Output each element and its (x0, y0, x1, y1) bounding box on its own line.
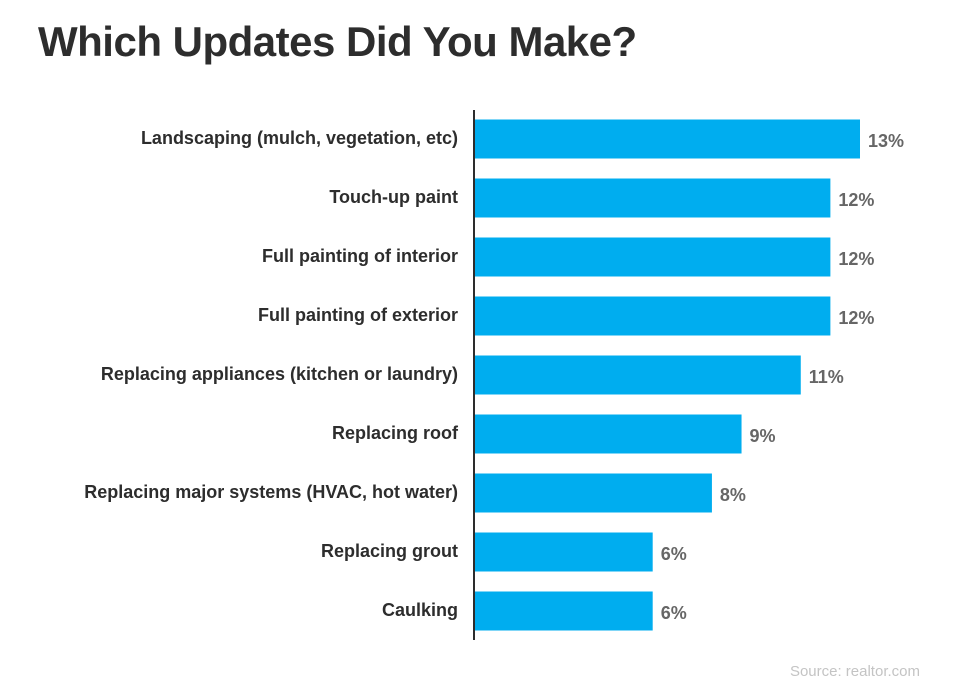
bar-replacing-roof (475, 414, 742, 454)
value-label-full-painting-of-exterior: 12% (838, 308, 874, 328)
value-label-caulking: 6% (661, 603, 687, 623)
value-label-replacing-grout: 6% (661, 544, 687, 564)
category-label-caulking: Caulking (382, 600, 458, 620)
value-label-full-painting-of-interior: 12% (838, 249, 874, 269)
value-label-replacing-roof: 9% (750, 426, 776, 446)
bar-touch-up-paint (475, 178, 831, 218)
bar-replacing-appliances-kitchen-or-laundry (475, 355, 801, 395)
category-label-full-painting-of-exterior: Full painting of exterior (258, 305, 458, 325)
value-label-replacing-appliances-kitchen-or-laundry: 11% (809, 367, 844, 387)
bar-replacing-major-systems-hvac-hot-water (475, 473, 712, 513)
category-label-touch-up-paint: Touch-up paint (329, 187, 458, 207)
category-label-replacing-appliances-kitchen-or-laundry: Replacing appliances (kitchen or laundry… (101, 364, 458, 384)
bar-replacing-grout (475, 532, 653, 572)
category-label-full-painting-of-interior: Full painting of interior (262, 246, 458, 266)
bar-landscaping-mulch-vegetation-etc (475, 119, 860, 159)
bar-full-painting-of-interior (475, 237, 831, 277)
category-label-landscaping-mulch-vegetation-etc: Landscaping (mulch, vegetation, etc) (141, 128, 458, 148)
bars-layer: Landscaping (mulch, vegetation, etc) 13% T… (84, 119, 904, 631)
category-label-replacing-roof: Replacing roof (332, 423, 459, 443)
category-label-replacing-major-systems-hvac-hot-water: Replacing major systems (HVAC, hot water… (84, 482, 458, 502)
value-label-landscaping-mulch-vegetation-etc: 13% (868, 131, 904, 151)
value-label-replacing-major-systems-hvac-hot-water: 8% (720, 485, 746, 505)
value-label-touch-up-paint: 12% (838, 190, 874, 210)
category-label-replacing-grout: Replacing grout (321, 541, 458, 561)
bar-caulking (475, 591, 653, 631)
bar-full-painting-of-exterior (475, 296, 831, 336)
source-note: Source: realtor.com (789, 663, 920, 680)
chart-title: Which Updates Did You Make? (38, 18, 637, 65)
